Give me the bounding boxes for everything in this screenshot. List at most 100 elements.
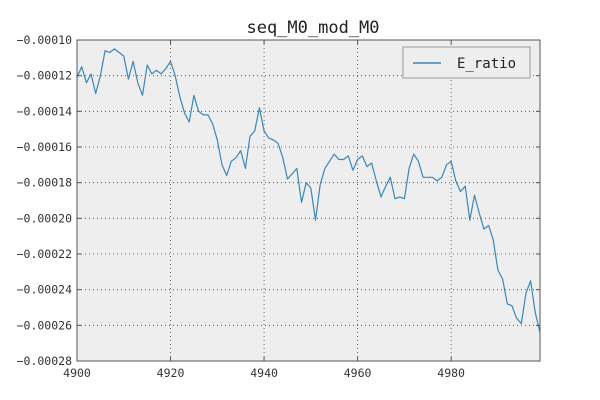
data-point (193, 95, 194, 96)
data-point (203, 114, 204, 115)
data-point (446, 164, 447, 165)
chart-title: seq_M0_mod_M0 (246, 18, 379, 38)
data-point (343, 159, 344, 160)
data-point (488, 225, 489, 226)
data-point (254, 130, 255, 131)
data-point (460, 191, 461, 192)
series-layer (76, 48, 541, 333)
y-tick-label: −0.00022 (17, 247, 72, 261)
data-point (301, 202, 302, 203)
data-point (142, 95, 143, 96)
data-point (231, 161, 232, 162)
data-point (273, 139, 274, 140)
data-point (497, 270, 498, 271)
data-point (105, 50, 106, 51)
data-point (324, 168, 325, 169)
data-point (385, 186, 386, 187)
y-tick-label: −0.00014 (17, 104, 72, 118)
x-tick-label: 4960 (344, 366, 372, 380)
data-point (310, 187, 311, 188)
x-tick-label: 4900 (63, 366, 91, 380)
data-point (90, 73, 91, 74)
data-point (451, 161, 452, 162)
data-point (404, 198, 405, 199)
data-point (348, 155, 349, 156)
data-point (390, 177, 391, 178)
data-point (329, 161, 330, 162)
series-line-e-ratio (76, 48, 541, 333)
data-point (516, 318, 517, 319)
data-point (175, 75, 176, 76)
y-axis: −0.00010 −0.00012 −0.00014 −0.00016 −0.00018… (17, 33, 540, 368)
data-point (147, 64, 148, 65)
data-point (170, 61, 171, 62)
y-tick-label: −0.00028 (17, 354, 72, 368)
data-point (235, 157, 236, 158)
data-point (292, 173, 293, 174)
data-point (245, 168, 246, 169)
data-point (469, 220, 470, 221)
data-point (249, 136, 250, 137)
data-point (455, 180, 456, 181)
data-point (493, 239, 494, 240)
data-point (161, 73, 162, 74)
data-point (320, 184, 321, 185)
x-tick-label: 4940 (250, 366, 278, 380)
data-point (212, 123, 213, 124)
data-point (81, 66, 82, 67)
y-tick-label: −0.00016 (17, 140, 72, 154)
data-point (128, 79, 129, 80)
data-point (179, 97, 180, 98)
data-point (437, 180, 438, 181)
y-tick-label: −0.00024 (17, 283, 72, 297)
data-point (502, 278, 503, 279)
data-point (338, 159, 339, 160)
data-point (474, 195, 475, 196)
data-point (366, 166, 367, 167)
data-point (264, 130, 265, 131)
data-point (525, 293, 526, 294)
data-point (86, 82, 87, 83)
data-point (362, 155, 363, 156)
data-point (207, 114, 208, 115)
data-point (423, 177, 424, 178)
data-point (394, 198, 395, 199)
y-tick-label: −0.00026 (17, 318, 72, 332)
x-axis: 4900 4920 4940 4960 4980 (63, 40, 465, 380)
data-point (137, 82, 138, 83)
data-point (221, 164, 222, 165)
data-point (240, 150, 241, 151)
data-point (352, 170, 353, 171)
data-point (133, 61, 134, 62)
data-point (334, 154, 335, 155)
data-point (409, 168, 410, 169)
data-point (380, 196, 381, 197)
x-tick-label: 4920 (157, 366, 185, 380)
x-tick-label: 4980 (437, 366, 465, 380)
legend-label: E_ratio (457, 56, 516, 72)
data-point (441, 177, 442, 178)
y-tick-label: −0.00010 (17, 33, 72, 47)
legend: E_ratio (402, 46, 531, 79)
y-tick-label: −0.00012 (17, 69, 72, 83)
data-point (521, 323, 522, 324)
plot-frame (76, 39, 541, 362)
data-point (376, 180, 377, 181)
data-point (259, 107, 260, 108)
data-point (189, 121, 190, 122)
data-point (100, 75, 101, 76)
data-point (465, 186, 466, 187)
data-point (296, 168, 297, 169)
data-point (413, 154, 414, 155)
data-point (479, 212, 480, 213)
y-tick-label: −0.00020 (17, 211, 72, 225)
data-point (278, 143, 279, 144)
data-point (217, 139, 218, 140)
data-point (511, 305, 512, 306)
data-point (530, 280, 531, 281)
data-point (483, 228, 484, 229)
data-point (114, 48, 115, 49)
data-point (371, 162, 372, 163)
data-point (418, 161, 419, 162)
